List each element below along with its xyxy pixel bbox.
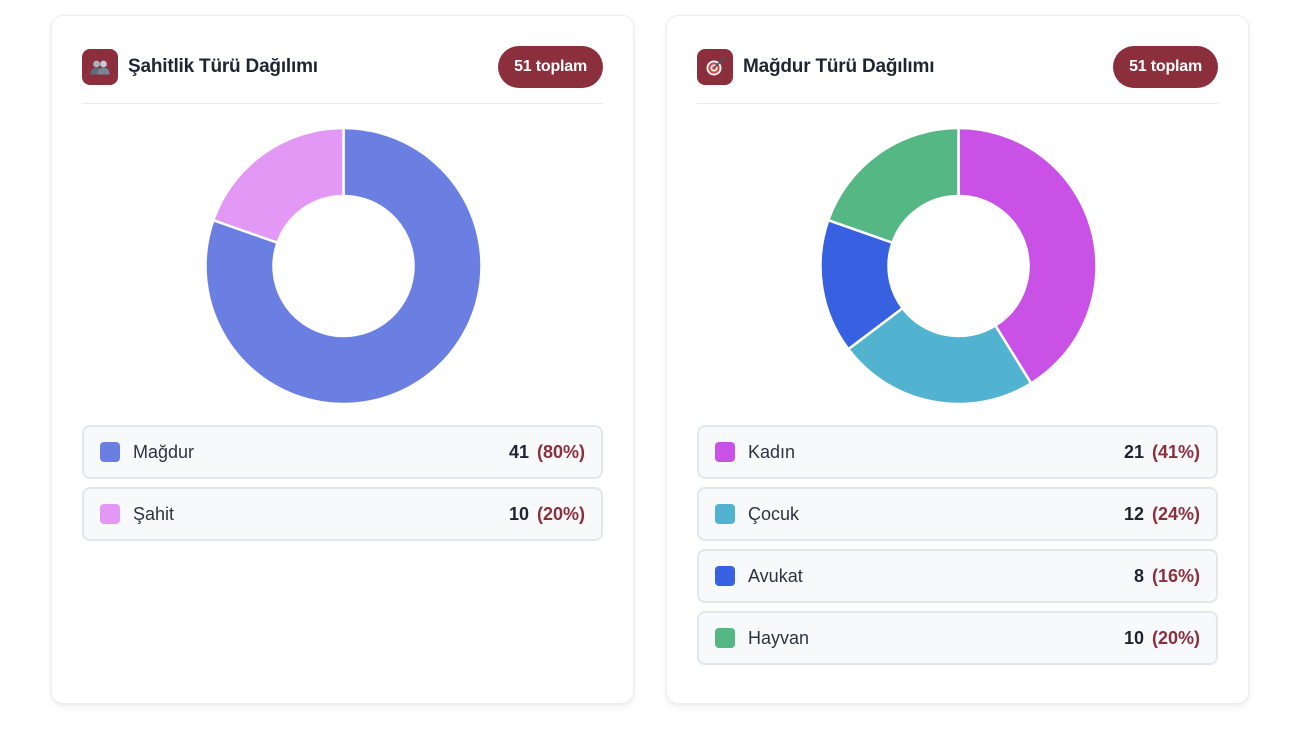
legend-item[interactable]: Mağdur 41 (80%) xyxy=(82,425,603,479)
legend-item[interactable]: Şahit 10 (20%) xyxy=(82,487,603,541)
total-badge: 51 toplam xyxy=(498,45,603,88)
legend-percent: (20%) xyxy=(536,503,585,524)
legend-label: Şahit xyxy=(133,503,175,524)
legend-label: Avukat xyxy=(748,565,803,586)
witness-type-card: Şahitlik Türü Dağılımı 51 toplam Mağdur … xyxy=(51,15,634,704)
legend-value: 21 xyxy=(1123,441,1144,462)
legend-value: 8 xyxy=(1133,565,1144,586)
legend-percent: (16%) xyxy=(1151,565,1200,586)
legend-swatch xyxy=(100,442,120,462)
donut-slice-çocuk[interactable] xyxy=(847,306,1033,406)
legend-label: Kadın xyxy=(748,441,796,462)
legend-value: 12 xyxy=(1123,503,1144,524)
donut-slice-şahit[interactable] xyxy=(212,126,345,244)
card-header: Mağdur Türü Dağılımı 51 toplam xyxy=(697,45,1218,104)
legend-percent: (80%) xyxy=(536,441,585,462)
target-icon xyxy=(697,48,733,85)
legend-value: 10 xyxy=(508,503,529,524)
donut-slice-hayvan[interactable] xyxy=(827,126,960,244)
legend-value: 41 xyxy=(508,441,529,462)
donut-slice-kadın[interactable] xyxy=(957,126,1098,385)
donut-slice-mağdur[interactable] xyxy=(204,126,483,406)
legend-percent: (20%) xyxy=(1151,627,1200,648)
legend-value: 10 xyxy=(1123,627,1144,648)
total-badge: 51 toplam xyxy=(1113,45,1218,88)
legend-label: Çocuk xyxy=(748,503,800,524)
card-title: Mağdur Türü Dağılımı xyxy=(743,55,935,77)
donut-chart xyxy=(819,126,1098,406)
legend-percent: (41%) xyxy=(1151,441,1200,462)
legend-swatch xyxy=(715,442,735,462)
legend-item[interactable]: Kadın 21 (41%) xyxy=(697,425,1218,479)
donut-chart xyxy=(204,126,483,406)
legend: Mağdur 41 (80%) Şahit 10 (20%) xyxy=(82,425,603,549)
legend-percent: (24%) xyxy=(1151,503,1200,524)
legend: Kadın 21 (41%) Çocuk 12 (24%) Avukat 8 (… xyxy=(697,425,1218,673)
legend-swatch xyxy=(715,566,735,586)
legend-item[interactable]: Hayvan 10 (20%) xyxy=(697,611,1218,665)
legend-label: Hayvan xyxy=(748,627,810,648)
legend-swatch xyxy=(715,628,735,648)
card-title: Şahitlik Türü Dağılımı xyxy=(128,55,318,77)
victim-type-card: Mağdur Türü Dağılımı 51 toplam Kadın 21 … xyxy=(666,15,1249,704)
legend-label: Mağdur xyxy=(133,441,195,462)
people-icon xyxy=(82,48,118,85)
legend-swatch xyxy=(715,504,735,524)
legend-item[interactable]: Avukat 8 (16%) xyxy=(697,549,1218,603)
legend-item[interactable]: Çocuk 12 (24%) xyxy=(697,487,1218,541)
card-header: Şahitlik Türü Dağılımı 51 toplam xyxy=(82,45,603,104)
legend-swatch xyxy=(100,504,120,524)
